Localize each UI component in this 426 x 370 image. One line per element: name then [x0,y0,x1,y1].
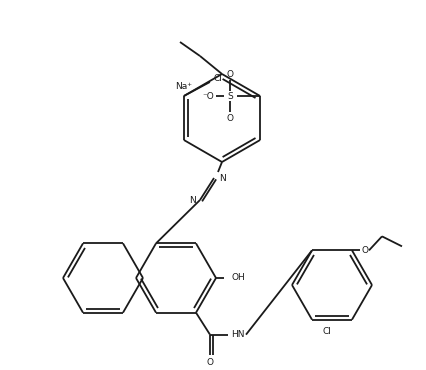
Text: Cl: Cl [213,74,222,83]
Text: Cl: Cl [322,327,331,336]
Text: N: N [219,174,225,182]
Text: N: N [189,195,196,205]
Text: O: O [227,70,233,78]
Text: ⁻O: ⁻O [202,91,214,101]
Text: HN: HN [231,330,245,339]
Text: O: O [227,114,233,122]
Text: S: S [227,91,233,101]
Text: Na⁺: Na⁺ [176,81,193,91]
Text: O: O [207,358,213,367]
Text: OH: OH [231,273,245,283]
Text: O: O [362,246,368,255]
